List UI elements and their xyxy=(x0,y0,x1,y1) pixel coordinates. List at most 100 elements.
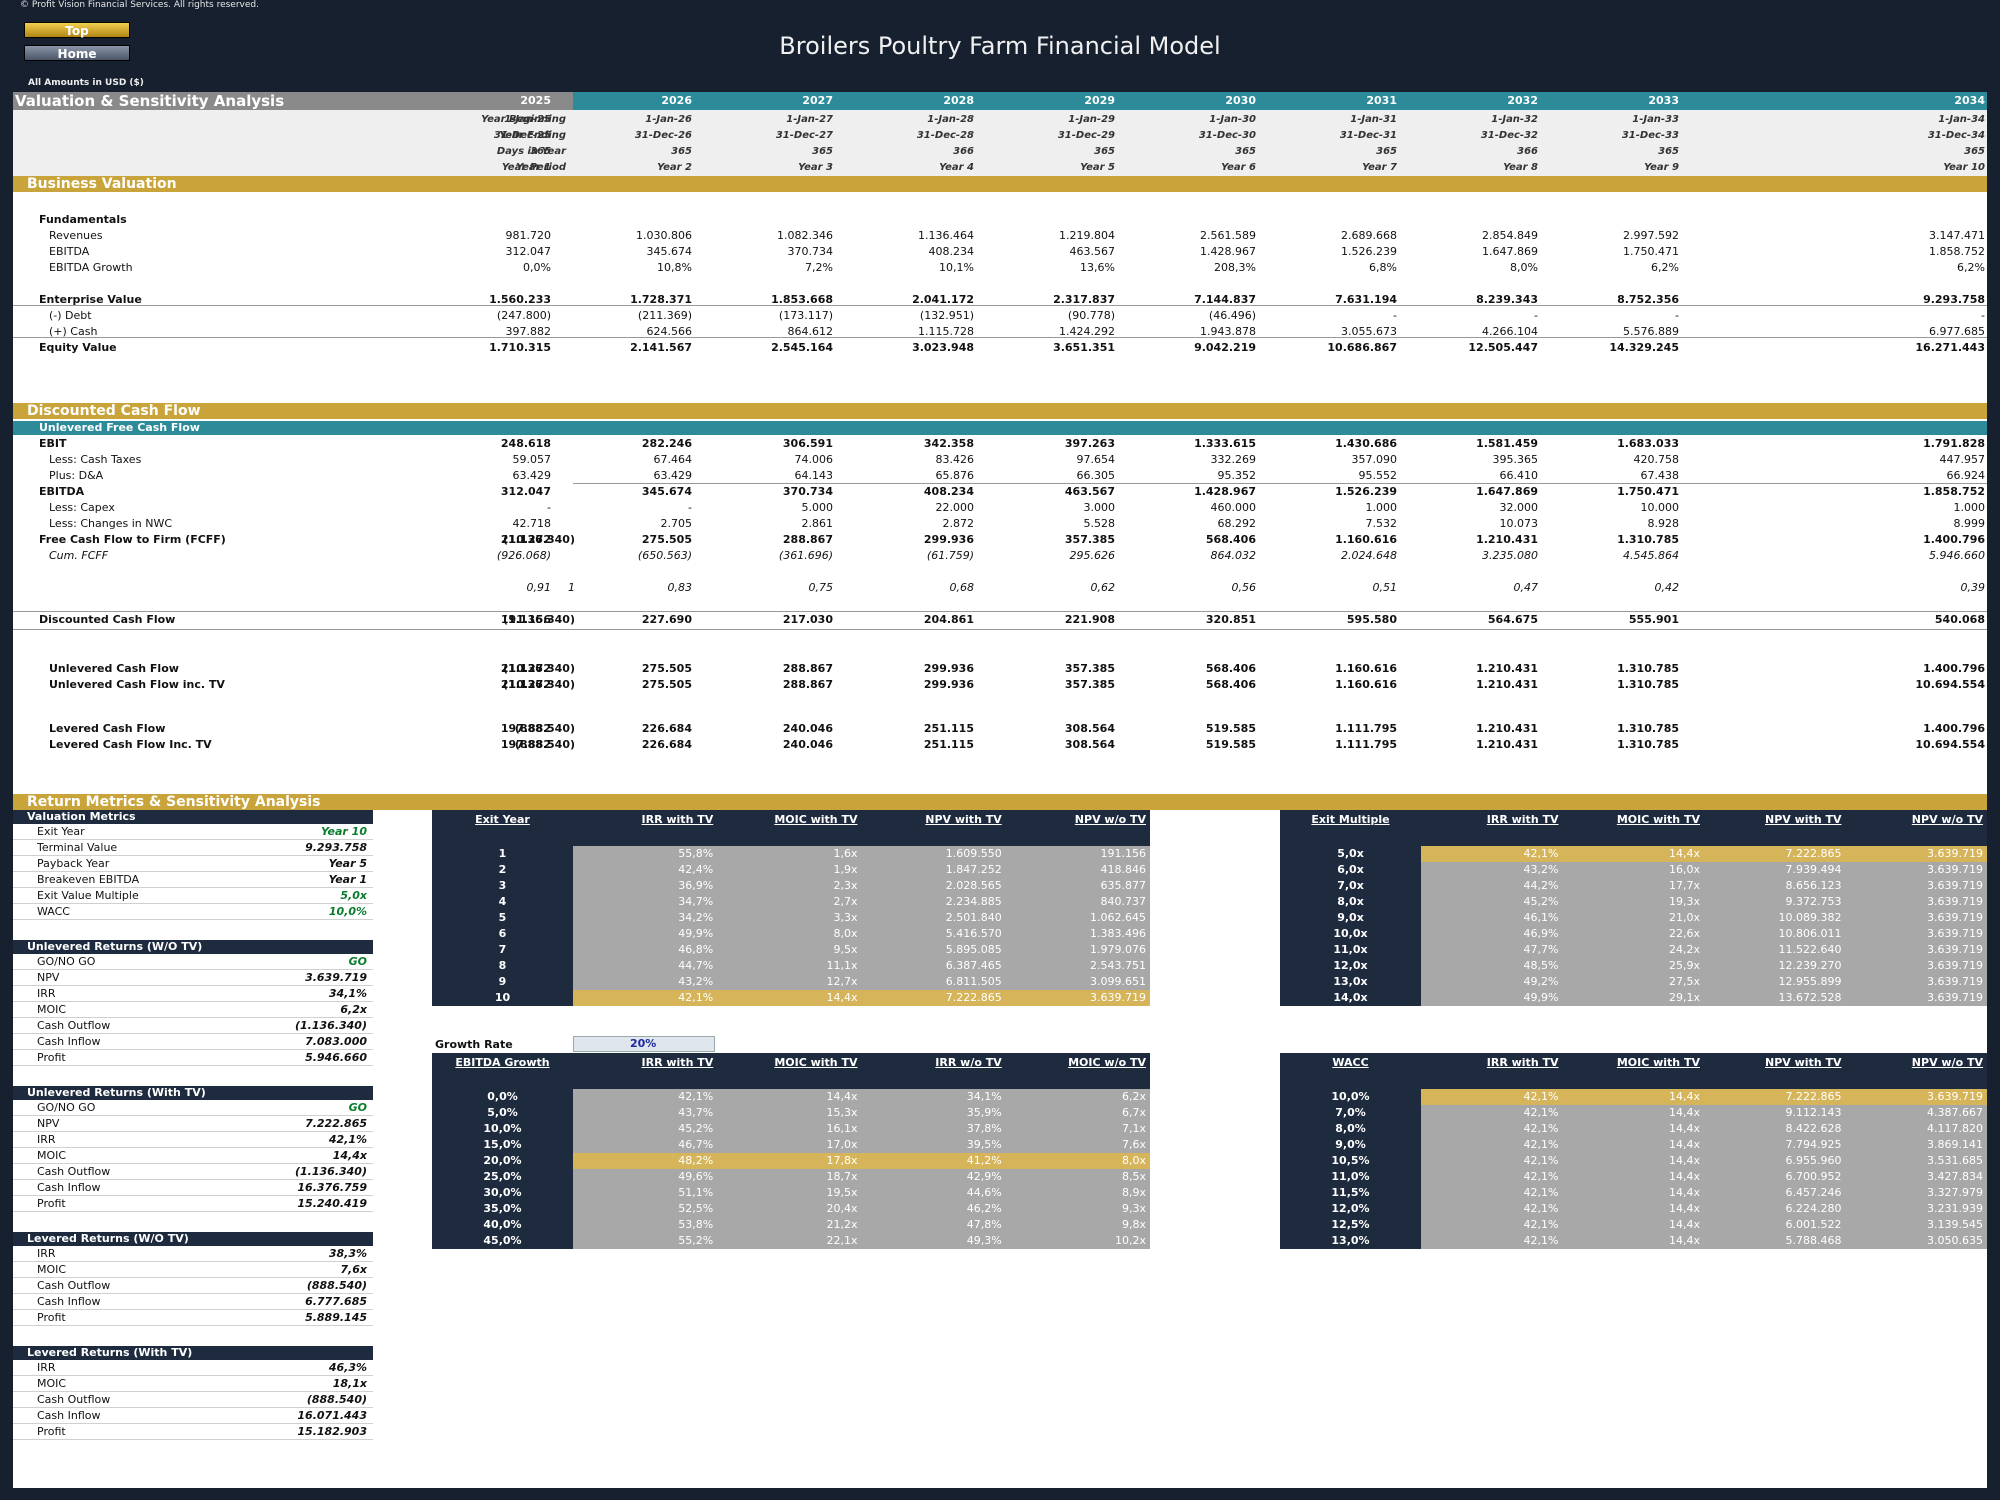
metric-value: 16.071.443 xyxy=(297,1409,367,1422)
sensitivity-cell: 11,1x xyxy=(717,958,862,974)
bv-row: EBITDA 312.047 345.674 370.734 408.234 463.56… xyxy=(13,244,1987,260)
cell-value: 66.924 xyxy=(1946,469,1986,482)
row-input: 9 xyxy=(498,975,507,988)
cell-value: 519.585 xyxy=(1205,738,1256,751)
cell-value: 3.147.471 xyxy=(1929,229,1985,242)
sensitivity-cell: 5.895.085 xyxy=(861,942,1006,958)
meta-value: Year 4 xyxy=(939,162,974,173)
cell-value: 208,3% xyxy=(1214,261,1256,274)
cell-value: 221.908 xyxy=(1064,613,1115,626)
table-header: NPV w/o TV xyxy=(1911,1056,1983,1069)
sensitivity-cell: 55,8% xyxy=(573,846,718,862)
table-header: IRR with TV xyxy=(1486,1056,1559,1069)
sensitivity-cell: 49,3% xyxy=(861,1233,1006,1249)
cell-value: 10.686.867 xyxy=(1327,341,1397,354)
row-input: 15,0% xyxy=(483,1138,522,1151)
cell-value: 345.674 xyxy=(646,245,693,258)
sensitivity-cell: 3,3x xyxy=(717,910,862,926)
cell-value: 5.528 xyxy=(1083,517,1116,530)
meta-value: Year 3 xyxy=(798,162,833,173)
sensitivity-cell: 9,5x xyxy=(717,942,862,958)
sensitivity-cell: 7,1x xyxy=(1005,1121,1150,1137)
row-label: Free Cash Flow to Firm (FCFF) xyxy=(39,533,226,546)
sensitivity-cell: 9.372.753 xyxy=(1704,894,1846,910)
meta-value: 1-Jan-33 xyxy=(1632,114,1679,125)
cell-value: 1.210.431 xyxy=(1476,678,1538,691)
meta-value: Year 5 xyxy=(1080,162,1115,173)
sensitivity-cell: 42,1% xyxy=(1421,1201,1563,1217)
cell-value: 463.567 xyxy=(1064,485,1115,498)
metric-row: Cash Inflow 16.376.759 xyxy=(13,1180,373,1196)
row-input: 6 xyxy=(498,927,507,940)
cell-value: 5.000 xyxy=(801,501,834,514)
metric-value: (1.136.340) xyxy=(295,1019,367,1032)
cell-value: 226.684 xyxy=(641,738,692,751)
sensitivity-cell: 14,4x xyxy=(1562,1185,1704,1201)
sensitivity-cell: 42,1% xyxy=(1421,1105,1563,1121)
initial-value: (1.136.340) xyxy=(503,678,575,691)
cell-value: 1.160.616 xyxy=(1335,678,1397,691)
cell-value: 295.626 xyxy=(1069,549,1116,562)
metric-row: Cash Inflow 16.071.443 xyxy=(13,1408,373,1424)
table-header: IRR w/o TV xyxy=(935,1056,1002,1069)
row-input: 5 xyxy=(498,911,507,924)
cell-value: 519.585 xyxy=(1205,722,1256,735)
cell-value: 420.758 xyxy=(1633,453,1680,466)
panel-title: Unlevered Returns (W/O TV) xyxy=(13,940,373,954)
dcf-row: Cum. FCFF (926.068) (650.563) (361.696) (61.… xyxy=(13,548,1987,564)
cell-value: 6,8% xyxy=(1369,261,1397,274)
cell-value: - xyxy=(1534,309,1538,322)
metric-label: Cash Inflow xyxy=(37,1409,101,1422)
cell-value: (90.778) xyxy=(1067,309,1115,322)
meta-row: Year Beginning 1-Jan-25 1-Jan-26 1-Jan-27 1-… xyxy=(13,112,1987,128)
cell-value: 568.406 xyxy=(1205,662,1256,675)
sensitivity-table: EBITDA Growth IRR with TV MOIC with TV IRR … xyxy=(432,1053,1150,1249)
sensitivity-cell: 41,2% xyxy=(861,1153,1006,1169)
meta-value: 365 xyxy=(1658,146,1679,157)
sensitivity-cell: 3.639.719 xyxy=(1845,958,1987,974)
growth-rate-input[interactable]: 20% xyxy=(573,1036,715,1052)
row-input: 8,0x xyxy=(1337,895,1364,908)
sensitivity-cell: 1.979.076 xyxy=(1005,942,1150,958)
cell-value: - xyxy=(1675,309,1679,322)
row-input: 11,5% xyxy=(1331,1186,1370,1199)
row-input: 10 xyxy=(494,991,511,1004)
cell-value: 408.234 xyxy=(928,245,975,258)
cell-value: 95.552 xyxy=(1358,469,1398,482)
row-input: 10,0% xyxy=(483,1122,522,1135)
panel-title: Unlevered Returns (With TV) xyxy=(13,1086,373,1100)
row-input: 9,0x xyxy=(1337,911,1364,924)
meta-value: 1-Jan-27 xyxy=(786,114,833,125)
sensitivity-cell: 47,7% xyxy=(1421,942,1563,958)
cell-value: 2.545.164 xyxy=(771,341,833,354)
table-header: NPV w/o TV xyxy=(1911,813,1983,826)
sensitivity-cell: 18,7x xyxy=(717,1169,862,1185)
metric-row: Profit 15.240.419 xyxy=(13,1196,373,1212)
sensitivity-cell: 44,6% xyxy=(861,1185,1006,1201)
table-header: WACC xyxy=(1332,1056,1369,1069)
cell-value: 67.438 xyxy=(1640,469,1680,482)
row-input: 7 xyxy=(498,943,507,956)
cell-value: 210.272 xyxy=(500,533,551,546)
metric-label: IRR xyxy=(37,1247,56,1260)
cell-value: 1.853.668 xyxy=(771,293,833,306)
sensitivity-cell: 27,5x xyxy=(1562,974,1704,990)
home-button[interactable]: Home xyxy=(24,45,130,61)
cell-value: 332.269 xyxy=(1210,453,1257,466)
cell-value: 14.329.245 xyxy=(1609,341,1679,354)
top-button[interactable]: Top xyxy=(24,22,130,38)
cell-value: 2.997.592 xyxy=(1623,229,1679,242)
sensitivity-cell: 418.846 xyxy=(1005,862,1150,878)
row-input: 10,0% xyxy=(1331,1090,1370,1103)
cell-value: 1.210.431 xyxy=(1476,662,1538,675)
sensitivity-cell: 5.788.468 xyxy=(1704,1233,1846,1249)
currency-note: All Amounts in USD ($) xyxy=(28,78,144,88)
metric-label: MOIC xyxy=(37,1377,67,1390)
metric-label: Breakeven EBITDA xyxy=(37,873,140,886)
meta-row: Days in Year 365 365 365 366 365 365 365 366 365 3… xyxy=(13,144,1987,160)
sensitivity-cell: 22,6x xyxy=(1562,926,1704,942)
sensitivity-cell: 12,7x xyxy=(717,974,862,990)
cell-value: 6,2% xyxy=(1651,261,1679,274)
year-2026: 2026 xyxy=(661,94,692,107)
copyright: © Profit Vision Financial Services. All … xyxy=(20,0,259,10)
